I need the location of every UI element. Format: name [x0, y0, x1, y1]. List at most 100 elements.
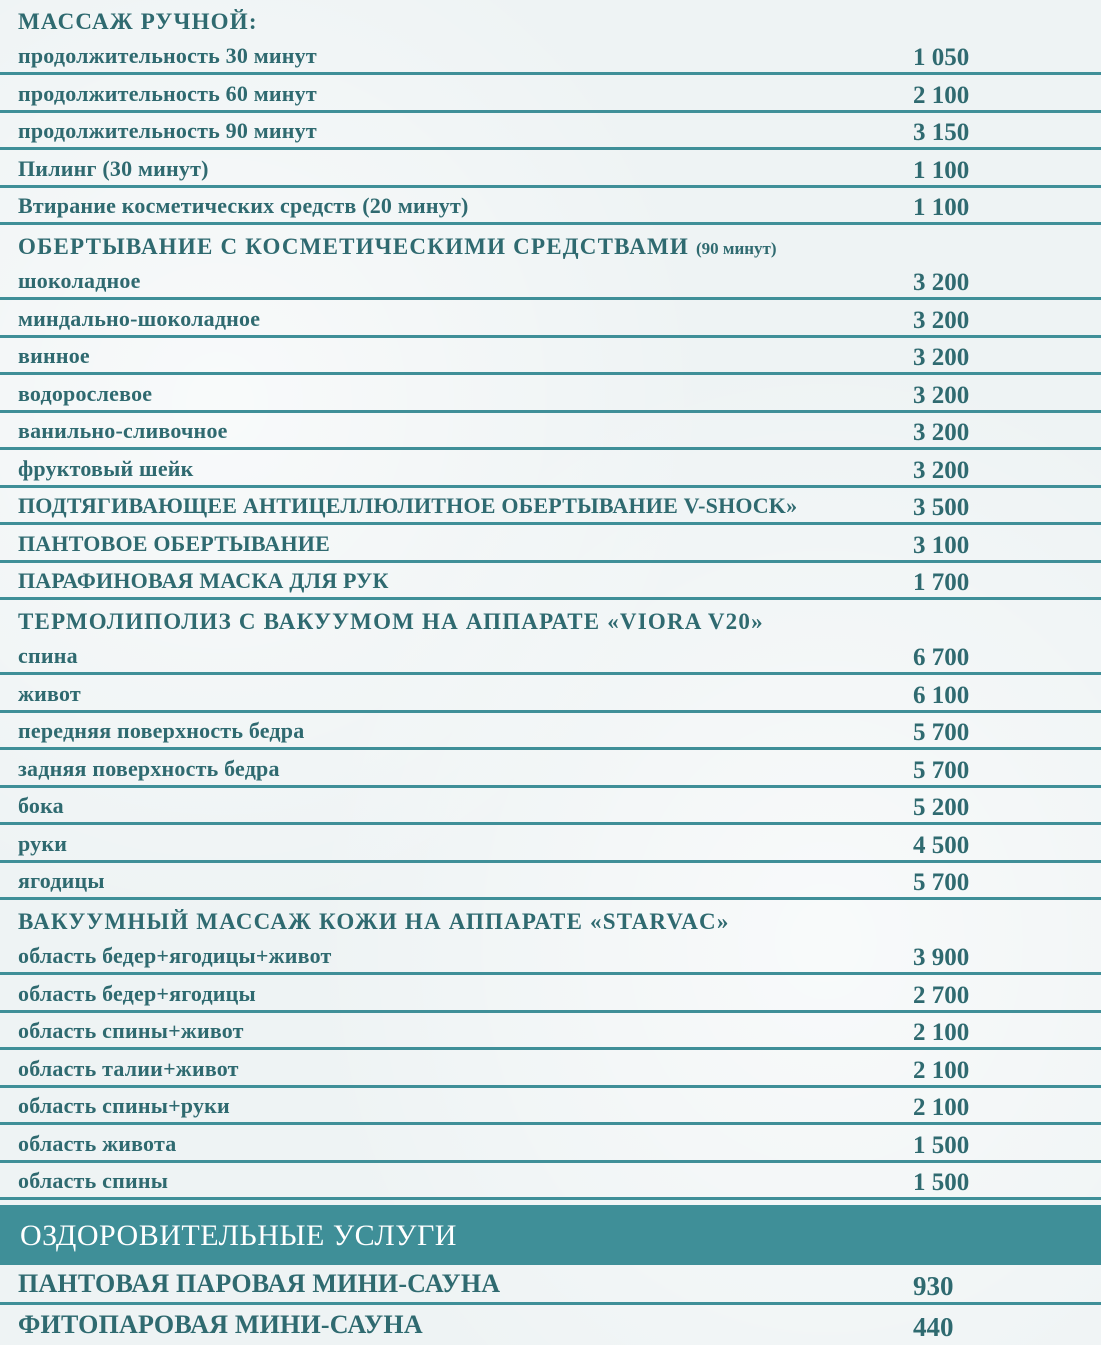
- price-list: МАССАЖ РУЧНОЙ: продолжительность 30 минут…: [0, 8, 1101, 1200]
- service-name: продолжительность 30 минут: [18, 43, 317, 68]
- service-name: продолжительность 60 минут: [18, 80, 317, 106]
- service-name: ПАНТОВОЕ ОБЕРТЫВАНИЕ: [18, 530, 330, 556]
- price-row: область живота 1 500: [0, 1125, 1101, 1163]
- price-row: водорослевое 3 200: [0, 375, 1101, 413]
- service-price: 4 500: [913, 831, 970, 859]
- service-name: бока: [18, 793, 64, 818]
- service-price: 2 700: [913, 981, 970, 1009]
- price-row: ванильно-сливочное 3 200: [0, 413, 1101, 450]
- service-name: винное: [18, 343, 90, 368]
- price-row: бока 5 200: [0, 788, 1101, 825]
- service-price: 3 200: [913, 419, 970, 446]
- service-name: Пилинг (30 минут): [18, 155, 209, 181]
- service-name: ПАРАФИНОВАЯ МАСКА ДЛЯ РУК: [18, 568, 389, 593]
- price-row: область бедер+ягодицы 2 700: [0, 975, 1101, 1013]
- service-price: 5 700: [913, 719, 970, 746]
- service-price: 3 200: [913, 381, 970, 409]
- service-name: ПОДТЯГИВАЮЩЕЕ АНТИЦЕЛЛЮЛИТНОЕ ОБЕРТЫВАНИ…: [18, 493, 798, 518]
- service-price: 1 050: [913, 44, 970, 71]
- section-title: ВАКУУМНЫЙ МАССАЖ КОЖИ НА АППАРАТЕ «STARV…: [18, 908, 730, 934]
- service-name: область живота: [18, 1130, 177, 1156]
- service-price: 1 100: [913, 194, 970, 221]
- price-row: область спины+живот 2 100: [0, 1013, 1101, 1050]
- service-price: 1 100: [913, 156, 970, 184]
- price-row: область спины+руки 2 100: [0, 1088, 1101, 1125]
- price-row: ПАНТОВАЯ ПАРОВАЯ МИНИ-САУНА 930: [0, 1267, 1101, 1305]
- service-name: фруктовый шейк: [18, 455, 194, 481]
- section-title: МАССАЖ РУЧНОЙ:: [18, 8, 258, 34]
- service-price: 1 500: [913, 1169, 970, 1196]
- service-name: шоколадное: [18, 268, 141, 293]
- service-price: 1 500: [913, 1131, 970, 1159]
- section-title: ОБЕРТЫВАНИЕ С КОСМЕТИЧЕСКИМИ СРЕДСТВАМИ: [18, 233, 690, 259]
- price-row: область бедер+ягодицы+живот 3 900: [0, 938, 1101, 975]
- service-name: руки: [18, 830, 68, 856]
- service-price: 3 500: [913, 494, 970, 521]
- price-row: ПАНТОВОЕ ОБЕРТЫВАНИЕ 3 100: [0, 525, 1101, 563]
- price-row: живот 6 100: [0, 675, 1101, 713]
- service-price: 3 150: [913, 119, 970, 146]
- service-price: 5 700: [913, 869, 970, 896]
- price-row: задняя поверхность бедра 5 700: [0, 750, 1101, 788]
- service-name: водорослевое: [18, 380, 153, 406]
- service-name: продолжительность 90 минут: [18, 118, 317, 143]
- service-price: 440: [913, 1312, 954, 1342]
- service-name: спина: [18, 643, 78, 668]
- service-name: Втирание косметических средств (20 минут…: [18, 193, 469, 218]
- service-price: 1 700: [913, 569, 970, 596]
- price-row: ПОДТЯГИВАЮЩЕЕ АНТИЦЕЛЛЮЛИТНОЕ ОБЕРТЫВАНИ…: [0, 488, 1101, 525]
- service-name: живот: [18, 680, 81, 706]
- price-row: продолжительность 60 минут 2 100: [0, 75, 1101, 113]
- service-price: 3 200: [913, 456, 970, 484]
- price-row: спина 6 700: [0, 638, 1101, 675]
- service-price: 3 200: [913, 269, 970, 296]
- service-price: 2 100: [913, 1094, 970, 1121]
- service-name: область бедер+ягодицы: [18, 980, 256, 1006]
- price-row: продолжительность 90 минут 3 150: [0, 113, 1101, 150]
- service-name: ванильно-сливочное: [18, 418, 228, 443]
- service-price: 5 200: [913, 794, 970, 821]
- price-row: продолжительность 30 минут 1 050: [0, 38, 1101, 75]
- price-row: ФИТОПАРОВАЯ МИНИ-САУНА 440: [0, 1305, 1101, 1343]
- service-price: 930: [913, 1271, 954, 1301]
- section-title-wrap: ОБЕРТЫВАНИЕ С КОСМЕТИЧЕСКИМИ СРЕДСТВАМИ …: [18, 234, 777, 260]
- price-row: Пилинг (30 минут) 1 100: [0, 150, 1101, 188]
- service-price: 2 100: [913, 1019, 970, 1046]
- section-header: ВАКУУМНЫЙ МАССАЖ КОЖИ НА АППАРАТЕ «STARV…: [0, 900, 1101, 938]
- service-name: миндально-шоколадное: [18, 305, 261, 331]
- service-price: 2 100: [913, 1056, 970, 1084]
- price-row: шоколадное 3 200: [0, 263, 1101, 300]
- service-name: ПАНТОВАЯ ПАРОВАЯ МИНИ-САУНА: [18, 1269, 501, 1298]
- service-name: передняя поверхность бедра: [18, 718, 305, 743]
- service-price: 6 700: [913, 644, 970, 671]
- price-row: фруктовый шейк 3 200: [0, 450, 1101, 488]
- service-name: ягодицы: [18, 868, 105, 893]
- section-header: ОБЕРТЫВАНИЕ С КОСМЕТИЧЕСКИМИ СРЕДСТВАМИ …: [0, 225, 1101, 263]
- service-price: 3 200: [913, 344, 970, 371]
- price-row: Втирание косметических средств (20 минут…: [0, 188, 1101, 225]
- service-name: область спины+руки: [18, 1093, 230, 1118]
- service-price: 3 900: [913, 944, 970, 971]
- section-title: ОЗДОРОВИТЕЛЬНЫЕ УСЛУГИ: [20, 1219, 457, 1252]
- price-row: область спины 1 500: [0, 1163, 1101, 1200]
- service-name: область талии+живот: [18, 1055, 239, 1081]
- price-row: ягодицы 5 700: [0, 863, 1101, 900]
- price-row: передняя поверхность бедра 5 700: [0, 713, 1101, 750]
- section-note: (90 минут): [695, 238, 777, 258]
- service-price: 6 100: [913, 681, 970, 709]
- service-name: ФИТОПАРОВАЯ МИНИ-САУНА: [18, 1310, 423, 1339]
- service-price: 3 200: [913, 306, 970, 334]
- price-row: миндально-шоколадное 3 200: [0, 300, 1101, 338]
- price-row: ПАРАФИНОВАЯ МАСКА ДЛЯ РУК 1 700: [0, 563, 1101, 600]
- service-price: 5 700: [913, 756, 970, 784]
- service-price: 2 100: [913, 81, 970, 109]
- section-title: ТЕРМОЛИПОЛИЗ С ВАКУУМОМ НА АППАРАТЕ «VIO…: [18, 608, 764, 634]
- service-name: область спины: [18, 1168, 169, 1193]
- price-row: винное 3 200: [0, 338, 1101, 375]
- price-row: область талии+живот 2 100: [0, 1050, 1101, 1088]
- service-price: 3 100: [913, 531, 970, 559]
- service-name: область спины+живот: [18, 1018, 244, 1043]
- service-name: задняя поверхность бедра: [18, 755, 280, 781]
- section-band-wellness: ОЗДОРОВИТЕЛЬНЫЕ УСЛУГИ: [0, 1205, 1101, 1265]
- price-row: руки 4 500: [0, 825, 1101, 863]
